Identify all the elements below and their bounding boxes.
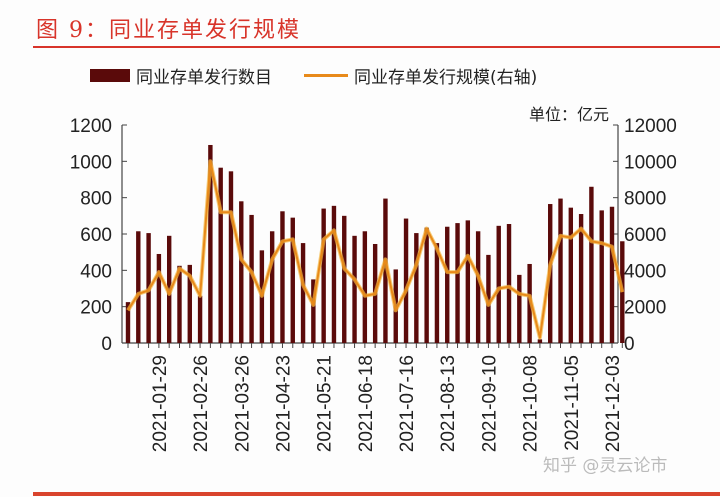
bar	[393, 269, 398, 343]
right-tick-label: 0	[624, 334, 635, 355]
bar	[136, 231, 141, 343]
legend-bar-label: 同业存单发行数目	[136, 67, 272, 88]
bar	[197, 295, 203, 343]
bar	[445, 226, 450, 343]
bar	[537, 339, 543, 343]
right-tick-label: 2000	[624, 298, 666, 319]
bar	[620, 241, 625, 343]
bar	[166, 235, 172, 343]
x-tick-label: 2021-08-13	[438, 355, 459, 452]
bar	[290, 217, 295, 343]
bar	[568, 207, 574, 343]
right-tick-label: 8000	[624, 189, 666, 210]
bar	[465, 220, 471, 343]
bar	[259, 250, 265, 343]
bar	[578, 214, 584, 343]
bar	[455, 223, 460, 343]
bar	[311, 279, 316, 343]
x-tick-label: 2021-01-29	[150, 355, 171, 452]
right-tick-label: 4000	[624, 261, 666, 282]
bar	[599, 210, 604, 343]
bar	[249, 214, 254, 343]
bar	[362, 231, 368, 343]
right-tick-label: 12000	[624, 116, 677, 137]
left-tick-label: 400	[80, 261, 112, 282]
watermark: 知乎 @灵云论市	[543, 456, 668, 476]
left-tick-label: 1200	[70, 116, 112, 137]
x-tick-label: 2021-11-05	[562, 355, 583, 451]
legend-line-label: 同业存单发行规模(右轴)	[354, 67, 538, 88]
x-tick-label: 2021-03-26	[232, 355, 253, 452]
bar	[146, 233, 151, 343]
bar	[156, 253, 162, 343]
bar	[208, 144, 213, 343]
x-tick-label: 2021-10-08	[521, 355, 542, 452]
bar	[383, 198, 388, 343]
bar	[321, 208, 326, 343]
x-tick-label: 2021-06-18	[356, 355, 377, 452]
title-underline	[33, 46, 720, 48]
x-tick-label: 2021-02-26	[191, 355, 212, 452]
legend: 同业存单发行数目 同业存单发行规模(右轴)	[90, 62, 537, 88]
bar	[517, 274, 522, 343]
bar	[239, 201, 244, 343]
right-tick-label: 10000	[624, 152, 677, 173]
scale-line	[127, 160, 624, 339]
bar	[506, 224, 512, 343]
bar	[527, 263, 532, 343]
left-tick-label: 800	[80, 189, 112, 210]
x-tick-label: 2021-05-21	[315, 355, 336, 452]
bar	[280, 211, 285, 343]
x-tick-label: 2021-09-10	[479, 355, 500, 452]
bar	[496, 225, 501, 343]
unit-label: 单位：亿元	[529, 105, 610, 124]
bar	[352, 235, 357, 343]
legend-bar-swatch	[90, 68, 130, 82]
bar	[331, 205, 337, 343]
left-tick-label: 600	[80, 225, 112, 246]
bar	[342, 215, 347, 343]
bar	[228, 171, 234, 343]
bar	[177, 265, 182, 343]
bar	[434, 243, 440, 343]
left-tick-label: 0	[101, 334, 112, 355]
right-tick-label: 6000	[624, 225, 666, 246]
left-tick-label: 200	[80, 298, 112, 319]
bar	[300, 243, 306, 343]
x-tick-label: 2021-12-03	[603, 355, 624, 452]
bar	[486, 254, 491, 343]
x-tick-label: 2021-04-23	[273, 355, 294, 452]
bar	[558, 198, 563, 343]
bar	[269, 231, 275, 343]
bar	[414, 233, 419, 343]
bar	[403, 218, 409, 343]
chart-title: 图 9：同业存单发行规模	[36, 18, 301, 43]
bar	[372, 243, 378, 343]
bar	[187, 264, 192, 343]
bar	[125, 302, 131, 343]
bar	[609, 206, 615, 343]
bar	[218, 167, 223, 343]
legend-line-swatch	[304, 73, 348, 77]
bar	[424, 227, 429, 343]
bottom-rule	[33, 492, 720, 496]
bar	[589, 186, 594, 343]
bar	[548, 204, 553, 343]
x-tick-label: 2021-07-16	[397, 355, 418, 452]
bar	[475, 231, 481, 343]
left-tick-label: 1000	[70, 152, 112, 173]
